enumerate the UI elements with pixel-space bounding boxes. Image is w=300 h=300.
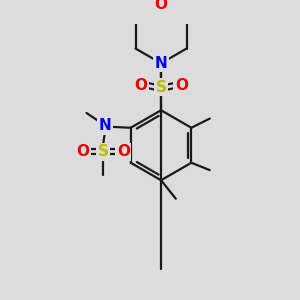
Text: N: N bbox=[99, 118, 111, 134]
Text: O: O bbox=[134, 78, 147, 93]
Text: N: N bbox=[155, 56, 167, 71]
Text: S: S bbox=[98, 144, 109, 159]
Text: N: N bbox=[155, 56, 167, 71]
Text: O: O bbox=[117, 144, 130, 159]
Text: O: O bbox=[76, 144, 89, 159]
Text: O: O bbox=[175, 78, 188, 93]
Text: S: S bbox=[156, 80, 167, 95]
Text: O: O bbox=[154, 0, 168, 12]
